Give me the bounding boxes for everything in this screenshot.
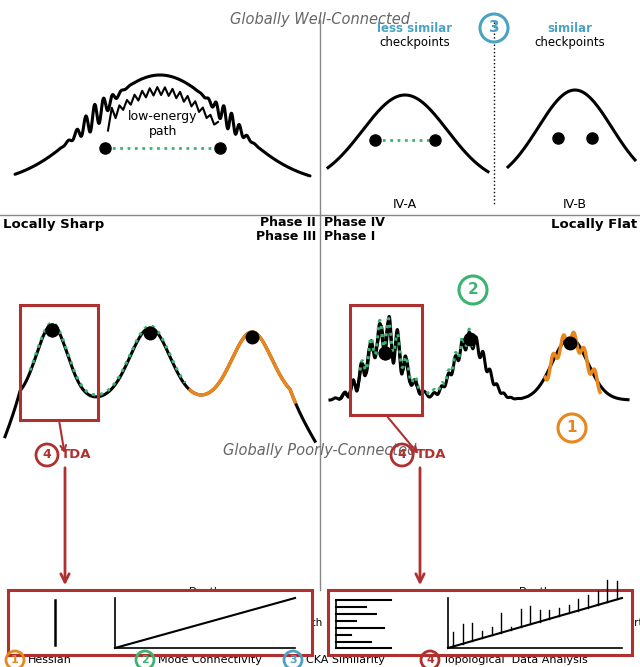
Text: Death: Death — [519, 587, 551, 597]
Text: Globally Well-Connected: Globally Well-Connected — [230, 12, 410, 27]
Text: Birth: Birth — [297, 618, 323, 628]
Text: 4: 4 — [426, 655, 434, 665]
Text: 2: 2 — [141, 655, 149, 665]
Text: 3: 3 — [289, 655, 297, 665]
Text: Phase IV: Phase IV — [324, 216, 385, 229]
Text: CKA Similarity: CKA Similarity — [306, 655, 385, 665]
Text: TDA: TDA — [61, 448, 92, 462]
FancyBboxPatch shape — [328, 590, 632, 655]
Text: Locally Flat: Locally Flat — [551, 218, 637, 231]
Text: Phase III: Phase III — [256, 230, 316, 243]
Text: Topological  Data Analysis: Topological Data Analysis — [443, 655, 588, 665]
Text: 1: 1 — [11, 655, 19, 665]
Text: Death: Death — [189, 587, 221, 597]
Text: low-energy
path: low-energy path — [128, 110, 198, 138]
Text: Locally Sharp: Locally Sharp — [3, 218, 104, 231]
Text: less similar: less similar — [378, 22, 452, 35]
Text: 4: 4 — [397, 448, 406, 462]
Text: Globally Poorly-Connected: Globally Poorly-Connected — [223, 443, 417, 458]
Text: 1: 1 — [567, 420, 577, 436]
Text: 4: 4 — [43, 448, 51, 462]
Text: Birth: Birth — [624, 618, 640, 628]
Text: checkpoints: checkpoints — [534, 36, 605, 49]
Text: Phase I: Phase I — [324, 230, 375, 243]
Text: similar: similar — [547, 22, 593, 35]
Text: IV-A: IV-A — [393, 198, 417, 211]
Text: Phase II: Phase II — [260, 216, 316, 229]
FancyBboxPatch shape — [8, 590, 312, 655]
Text: 2: 2 — [468, 283, 478, 297]
Text: checkpoints: checkpoints — [380, 36, 451, 49]
Text: 3: 3 — [489, 21, 499, 35]
Text: Mode Connectivity: Mode Connectivity — [158, 655, 262, 665]
Text: Hessian: Hessian — [28, 655, 72, 665]
Text: IV-B: IV-B — [563, 198, 587, 211]
Text: TDA: TDA — [416, 448, 447, 462]
